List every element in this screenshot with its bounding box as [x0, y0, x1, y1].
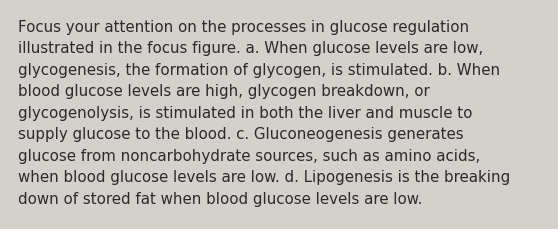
Text: supply glucose to the blood. c. Gluconeogenesis generates: supply glucose to the blood. c. Gluconeo… [18, 127, 464, 142]
Text: down of stored fat when blood glucose levels are low.: down of stored fat when blood glucose le… [18, 191, 422, 206]
Text: glycogenesis, the formation of glycogen, is stimulated. b. When: glycogenesis, the formation of glycogen,… [18, 63, 500, 78]
Text: glucose from noncarbohydrate sources, such as amino acids,: glucose from noncarbohydrate sources, su… [18, 148, 480, 163]
Text: when blood glucose levels are low. d. Lipogenesis is the breaking: when blood glucose levels are low. d. Li… [18, 170, 510, 185]
Text: glycogenolysis, is stimulated in both the liver and muscle to: glycogenolysis, is stimulated in both th… [18, 106, 473, 120]
Text: Focus your attention on the processes in glucose regulation: Focus your attention on the processes in… [18, 20, 469, 35]
Text: illustrated in the focus figure. a. When glucose levels are low,: illustrated in the focus figure. a. When… [18, 41, 483, 56]
Text: blood glucose levels are high, glycogen breakdown, or: blood glucose levels are high, glycogen … [18, 84, 430, 99]
